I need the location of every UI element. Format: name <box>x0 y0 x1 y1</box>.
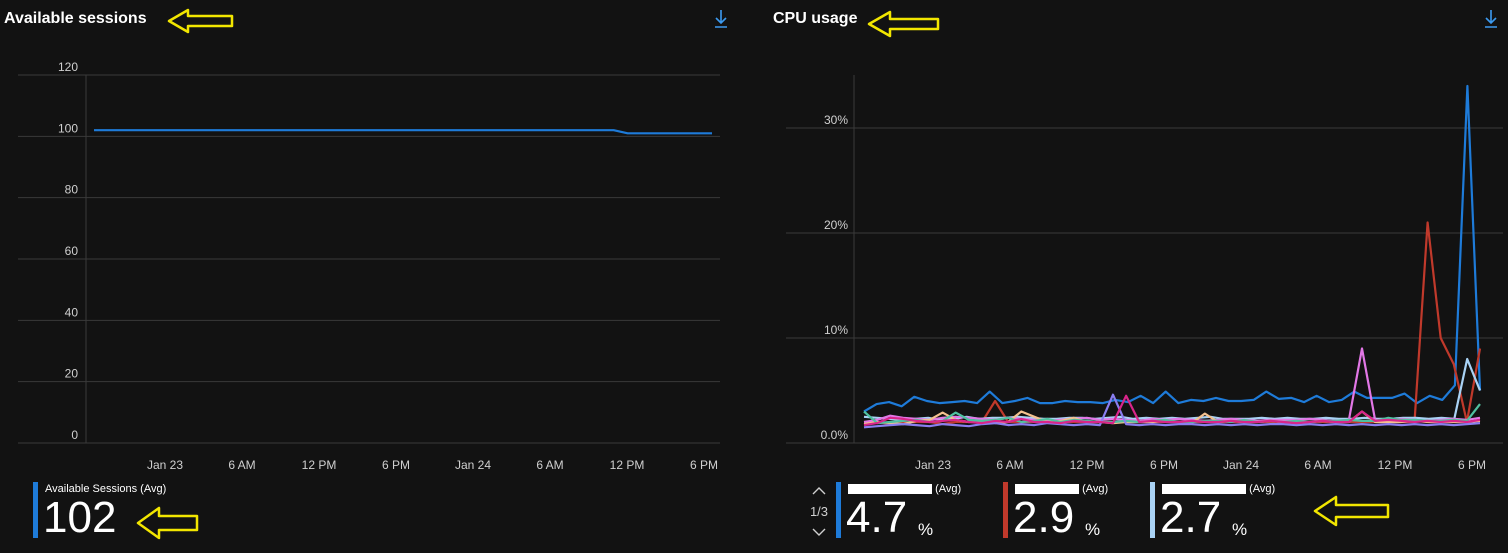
x-tick-label: 6 AM <box>1304 458 1331 472</box>
cpu-usage-chart: 30% 20% 10% 0.0% Jan 23 6 AM 12 PM 6 PM Jan 24 6 … <box>786 75 1503 472</box>
legend-label: (Avg) <box>848 483 961 495</box>
download-icon[interactable] <box>1484 9 1498 29</box>
x-tick-label: 12 PM <box>1070 458 1105 472</box>
x-tick-label: 6 AM <box>536 458 563 472</box>
y-tick-label: 20 <box>65 367 79 381</box>
legend-color-swatch <box>1003 482 1008 538</box>
legend-label-suffix: (Avg) <box>1082 483 1109 495</box>
legend-value: 102 <box>43 493 117 542</box>
x-tick-label: 6 PM <box>382 458 410 472</box>
legend-value: 4.7 <box>846 493 908 542</box>
y-tick-label: 60 <box>65 244 79 258</box>
arrow-left-icon <box>136 506 199 540</box>
y-tick-label: 10% <box>824 323 848 337</box>
series-line-8 <box>863 394 1481 427</box>
legend-color-swatch <box>836 482 841 538</box>
chevron-down-icon[interactable] <box>806 525 832 539</box>
download-icon[interactable] <box>714 9 728 29</box>
chevron-up-icon[interactable] <box>806 484 832 498</box>
pager-count: 1/3 <box>809 504 829 519</box>
y-tick-label: 80 <box>65 183 79 197</box>
x-tick-label: 6 AM <box>228 458 255 472</box>
x-tick-label: 6 PM <box>690 458 718 472</box>
legend-label: (Avg) <box>1015 483 1108 495</box>
x-tick-label: Jan 24 <box>455 458 491 472</box>
series-line-3 <box>863 357 1482 421</box>
legend-color-swatch <box>33 482 38 538</box>
series-line-7 <box>863 393 1481 429</box>
legend-cpu-series-2[interactable]: (Avg) 2.9 % <box>1003 480 1153 540</box>
y-tick-label: 40 <box>65 305 79 319</box>
series-line-4 <box>863 347 1481 424</box>
x-tick-label: 6 AM <box>996 458 1023 472</box>
redacted-name <box>1015 484 1079 495</box>
legend-unit: % <box>918 520 934 539</box>
panel-title: Available sessions <box>4 10 147 27</box>
series-line-1 <box>94 129 712 135</box>
legend-label-suffix: (Avg) <box>935 483 962 495</box>
series-line-1 <box>863 84 1482 413</box>
legend-cpu-series-3[interactable]: (Avg) 2.7 % <box>1150 480 1300 540</box>
y-tick-label: 100 <box>58 121 78 135</box>
x-tick-label: 12 PM <box>302 458 337 472</box>
y-tick-label: 20% <box>824 218 848 232</box>
x-tick-label: Jan 23 <box>915 458 951 472</box>
legend-color-swatch <box>1150 482 1155 538</box>
x-tick-label: 12 PM <box>1378 458 1413 472</box>
redacted-name <box>848 484 932 495</box>
x-tick-label: Jan 23 <box>147 458 183 472</box>
legend-label-suffix: (Avg) <box>1249 483 1276 495</box>
legend-label: (Avg) <box>1162 483 1275 495</box>
y-tick-label: 30% <box>824 113 848 127</box>
x-tick-label: 6 PM <box>1458 458 1486 472</box>
legend-unit: % <box>1085 520 1101 539</box>
x-tick-label: Jan 24 <box>1223 458 1259 472</box>
legend-value: 2.9 <box>1013 493 1075 542</box>
available-sessions-chart: 120 100 80 60 40 20 0 Jan 23 6 AM 12 PM 6 PM Jan 24… <box>18 60 720 472</box>
legend-cpu-series-1[interactable]: (Avg) 4.7 % <box>836 480 986 540</box>
legend-label: Available Sessions (Avg) <box>45 483 167 495</box>
y-tick-label: 0 <box>71 428 78 442</box>
cpu-usage-panel: CPU usage 30% 20% 10% 0.0% Jan 23 6 AM 12 PM 6 … <box>768 0 1508 553</box>
arrow-left-icon <box>867 10 940 38</box>
legend-unit: % <box>1232 520 1248 539</box>
series-line-2 <box>864 221 1482 426</box>
legend-pager: 1/3 <box>806 484 832 540</box>
redacted-name <box>1162 484 1246 495</box>
y-tick-label: 120 <box>58 60 78 74</box>
arrow-left-icon <box>1313 495 1390 527</box>
x-tick-label: 12 PM <box>610 458 645 472</box>
legend-available-sessions[interactable]: Available Sessions (Avg) 102 <box>33 480 333 540</box>
available-sessions-panel: Available sessions 120 100 80 60 40 20 0 Jan 23… <box>0 0 740 553</box>
arrow-left-icon <box>167 8 234 34</box>
x-tick-label: 6 PM <box>1150 458 1178 472</box>
y-tick-label: 0.0% <box>821 428 849 442</box>
legend-value: 2.7 <box>1160 493 1222 542</box>
panel-title: CPU usage <box>773 10 858 27</box>
